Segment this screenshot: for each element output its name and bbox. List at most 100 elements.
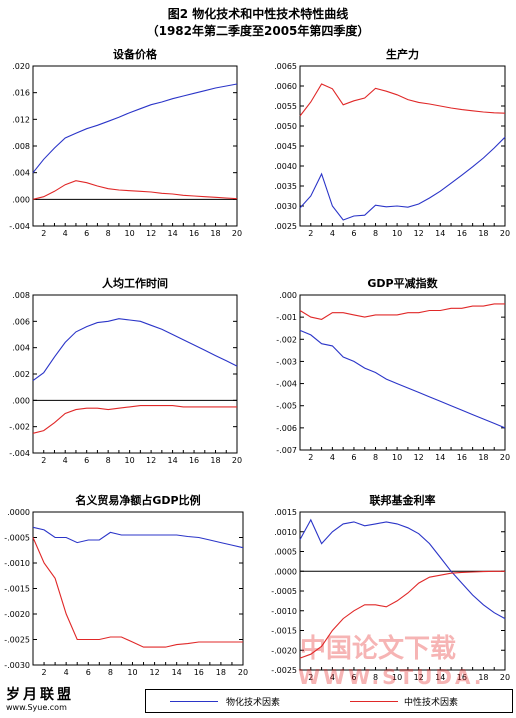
x-tick-label: 10 xyxy=(392,673,402,682)
x-tick-label: 4 xyxy=(330,673,335,682)
x-tick-label: 2 xyxy=(41,456,46,465)
x-tick-label: 6 xyxy=(86,668,91,677)
series-line-neutral xyxy=(32,537,243,648)
x-tick-label: 8 xyxy=(108,668,113,677)
chart-panel-2: 生产力 .0025 .0030 .0035 .0040 .0045 .0050 .0055 .0… xyxy=(274,47,510,238)
y-tick-label: .000 xyxy=(12,195,30,204)
x-tick-label: 6 xyxy=(351,229,356,238)
chart-title: 设备价格 xyxy=(113,47,158,61)
watermark-site-cn: 中国论文下载 xyxy=(300,634,457,664)
y-tick-label: .0000 xyxy=(274,567,297,576)
x-tick-label: 10 xyxy=(392,453,402,462)
series-line-neutral xyxy=(32,405,237,434)
x-tick-label: 14 xyxy=(435,229,445,238)
chart-title: 联邦基金利率 xyxy=(370,493,436,507)
x-tick-label: 6 xyxy=(84,229,89,238)
y-tick-label: -.004 xyxy=(9,222,30,231)
chart-panel-5: 名义贸易净额占GDP比例 -.0030 -.0025 -.0020 -.0015 -.00… xyxy=(4,493,248,677)
chart-title: 生产力 xyxy=(386,47,419,61)
x-tick-label: 20 xyxy=(500,453,510,462)
x-tick-label: 8 xyxy=(106,456,111,465)
y-tick-label: .0045 xyxy=(274,142,297,151)
x-tick-label: 8 xyxy=(373,229,378,238)
watermark-brand: 岁月联盟 xyxy=(6,687,74,703)
series-line-neutral xyxy=(299,570,505,659)
series-line-embodied xyxy=(32,318,238,382)
x-tick-label: 20 xyxy=(500,673,510,682)
x-tick-label: 8 xyxy=(373,673,378,682)
y-tick-label: .002 xyxy=(12,370,30,379)
x-tick-label: 12 xyxy=(149,668,159,677)
y-tick-label: .000 xyxy=(279,291,297,300)
y-tick-label: .0025 xyxy=(274,222,297,231)
y-tick-label: -.0010 xyxy=(271,607,297,616)
y-tick-label: .0035 xyxy=(274,182,297,191)
x-tick-label: 2 xyxy=(308,453,313,462)
chart-panel-6: 联邦基金利率 -.0025 -.0020 -.0015 -.0010 -.0005 .000… xyxy=(271,493,510,682)
x-tick-label: 10 xyxy=(125,456,135,465)
y-tick-label: -.005 xyxy=(276,402,297,411)
y-tick-label: .004 xyxy=(12,169,30,178)
y-tick-label: -.004 xyxy=(9,449,30,458)
series-line-neutral xyxy=(32,180,238,200)
x-tick-label: 4 xyxy=(330,229,335,238)
x-tick-label: 18 xyxy=(210,229,220,238)
legend: 物化技术因素 中性技术因素 xyxy=(145,689,513,713)
legend-swatch-neutral xyxy=(350,701,398,702)
y-tick-label: -.0015 xyxy=(271,627,297,636)
series-line-embodied xyxy=(299,329,506,429)
x-tick-label: 2 xyxy=(308,229,313,238)
y-tick-label: -.004 xyxy=(276,380,297,389)
y-tick-label: .012 xyxy=(12,115,30,124)
figure-subtitle: （1982年第二季度至2005年第四季度） xyxy=(146,24,370,38)
x-tick-label: 12 xyxy=(414,229,424,238)
x-tick-label: 12 xyxy=(146,456,156,465)
x-tick-label: 4 xyxy=(63,456,68,465)
y-tick-label: .0060 xyxy=(274,82,297,91)
series-line-embodied xyxy=(32,83,238,174)
y-tick-label: -.003 xyxy=(276,357,297,366)
x-tick-label: 6 xyxy=(351,453,356,462)
x-tick-label: 12 xyxy=(414,673,424,682)
y-tick-label: .0030 xyxy=(274,202,297,211)
x-tick-label: 14 xyxy=(167,456,177,465)
y-tick-label: .0055 xyxy=(274,102,297,111)
figure-title: 图2 物化技术和中性技术特性曲线 xyxy=(167,7,349,21)
x-tick-label: 16 xyxy=(189,229,199,238)
series-line-neutral xyxy=(299,303,505,320)
x-tick-label: 10 xyxy=(127,668,137,677)
x-tick-label: 18 xyxy=(478,673,488,682)
y-tick-label: .000 xyxy=(12,396,30,405)
y-tick-label: -.0030 xyxy=(4,661,30,670)
y-tick-label: -.0020 xyxy=(271,646,297,655)
x-tick-label: 8 xyxy=(106,229,111,238)
y-tick-label: -.0020 xyxy=(4,610,30,619)
y-tick-label: -.0005 xyxy=(4,534,30,543)
y-tick-label: .0000 xyxy=(7,508,30,517)
series-line-embodied xyxy=(32,526,244,549)
y-tick-label: .008 xyxy=(12,291,30,300)
x-tick-label: 18 xyxy=(478,229,488,238)
y-tick-label: .0010 xyxy=(274,528,297,537)
y-tick-label: -.007 xyxy=(276,446,297,455)
x-tick-label: 4 xyxy=(330,453,335,462)
x-tick-label: 10 xyxy=(392,229,402,238)
chart-title: 人均工作时间 xyxy=(102,276,168,290)
x-tick-label: 6 xyxy=(84,456,89,465)
watermark-url: www.Syue.com xyxy=(6,703,67,712)
y-tick-label: -.0005 xyxy=(271,587,297,596)
x-tick-label: 12 xyxy=(414,453,424,462)
plot-frame xyxy=(299,294,506,451)
x-tick-label: 2 xyxy=(41,229,46,238)
x-tick-label: 14 xyxy=(435,453,445,462)
y-tick-label: -.0025 xyxy=(271,666,297,675)
series-line-embodied xyxy=(299,136,506,221)
x-tick-label: 2 xyxy=(42,668,47,677)
legend-label-embodied: 物化技术因素 xyxy=(226,698,281,708)
x-tick-label: 10 xyxy=(125,229,135,238)
chart-panel-3: 人均工作时间 -.004 -.002 .000 .002 .004 .006 .008 2 4 6 8… xyxy=(9,276,242,465)
x-tick-label: 16 xyxy=(457,453,467,462)
y-tick-label: -.0025 xyxy=(4,636,30,645)
x-tick-label: 14 xyxy=(435,673,445,682)
x-tick-label: 20 xyxy=(500,229,510,238)
